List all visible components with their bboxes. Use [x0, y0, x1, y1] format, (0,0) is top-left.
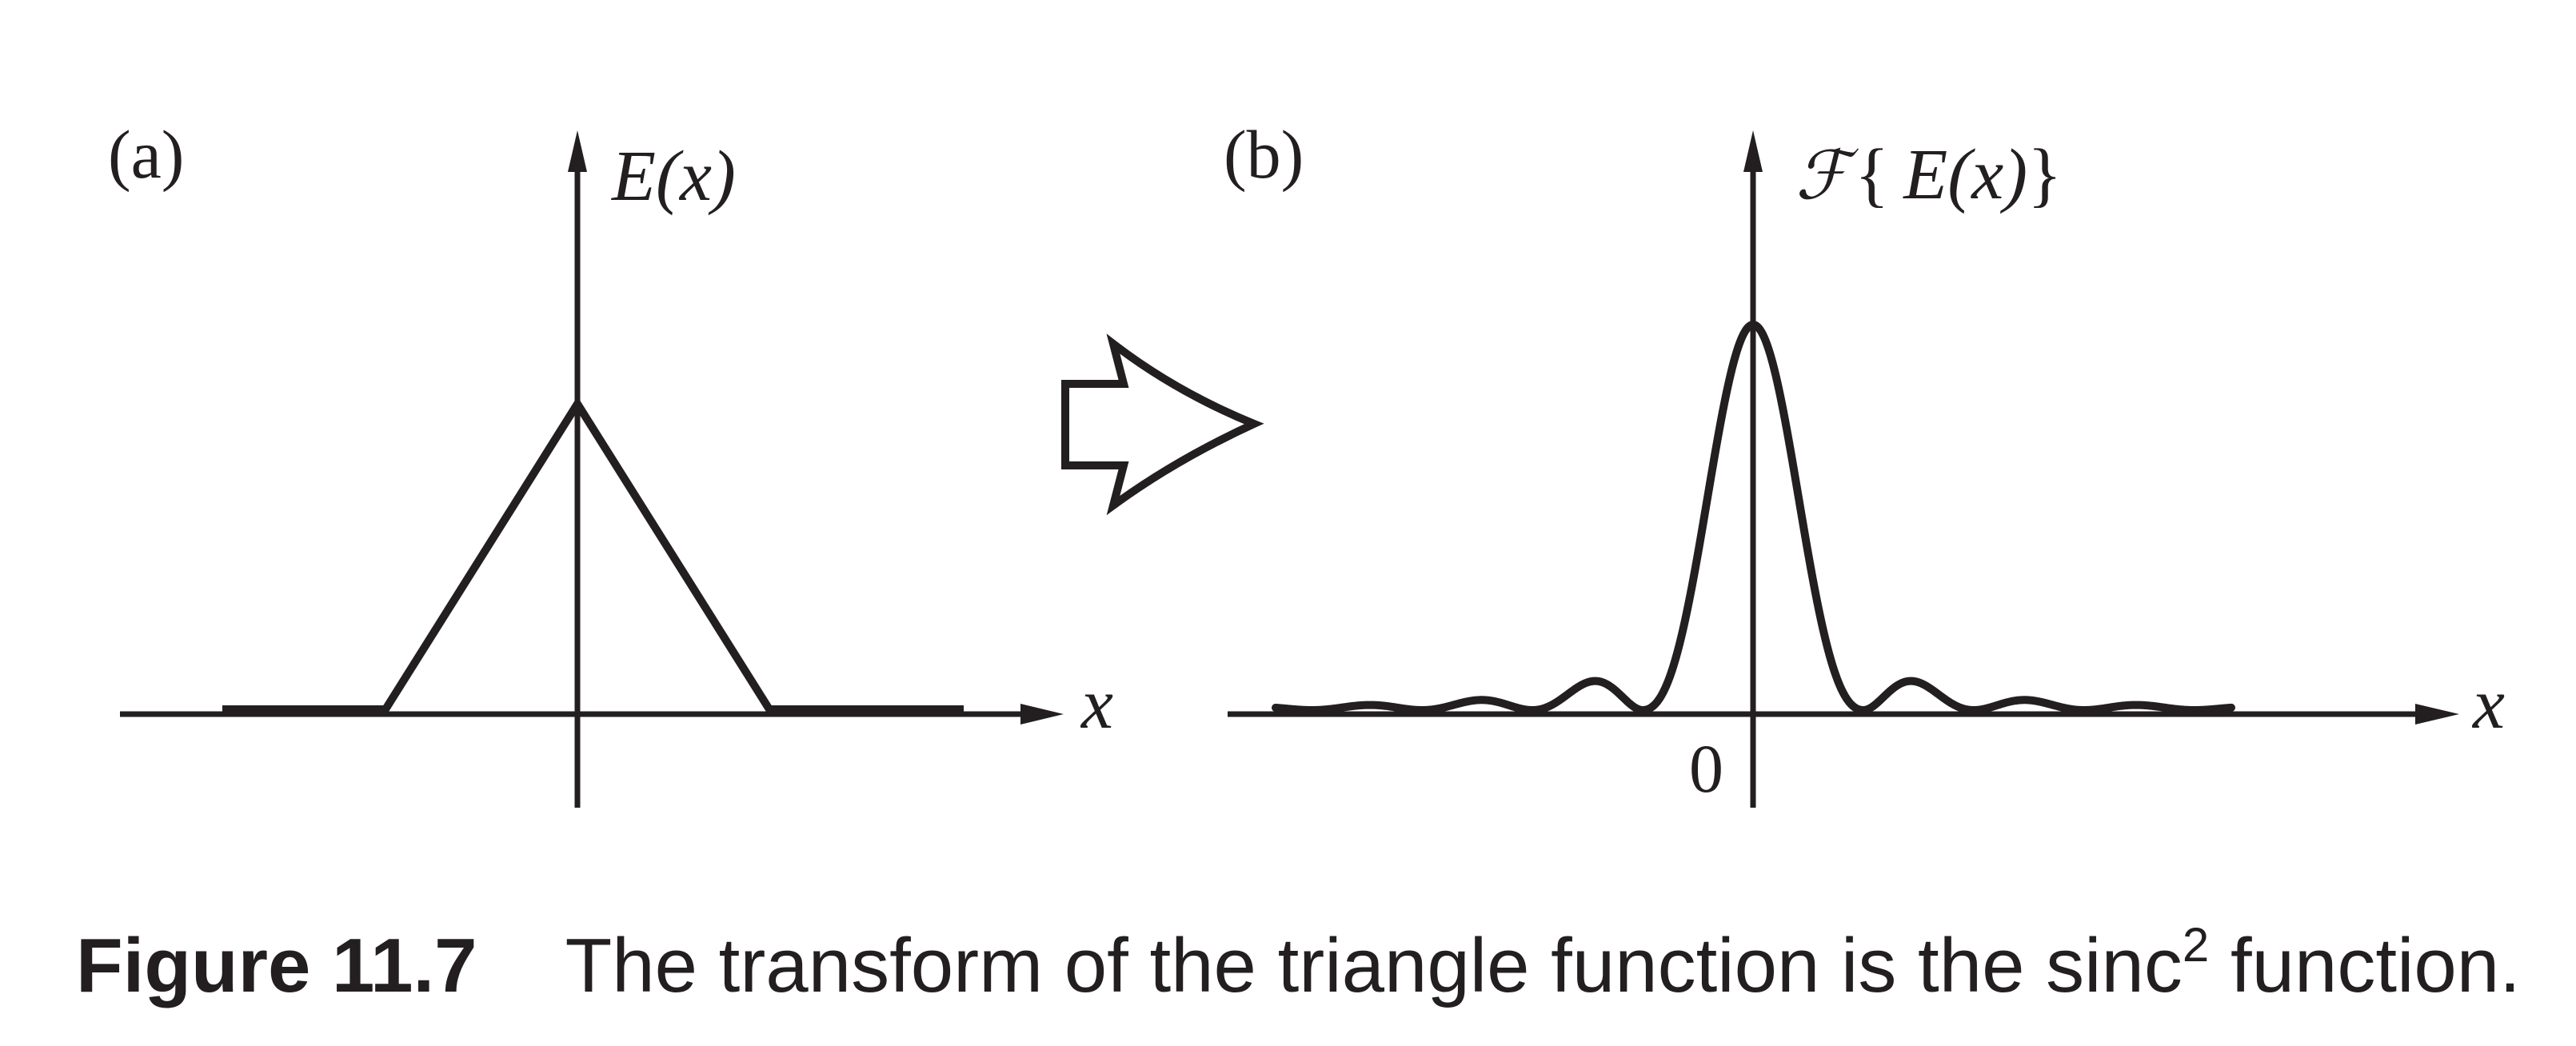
- panel-b-x-axis-label: x: [2471, 665, 2505, 744]
- panel-a-x-axis-arrowhead: [1020, 704, 1064, 725]
- panel-b-x-axis-arrowhead: [2415, 704, 2459, 725]
- panel-b-sinc-squared-curve: [1272, 321, 2235, 714]
- caption-text-end: function.: [2209, 923, 2521, 1008]
- panel-b-origin-label: 0: [1689, 730, 1723, 807]
- panel-b-y-axis-label: ℱ{E(x)}: [1795, 135, 2062, 214]
- caption-superscript: 2: [2182, 918, 2210, 972]
- panel-a-triangle-curve: [222, 396, 964, 713]
- panel-b-y-axis-arrowhead: [1743, 130, 1763, 172]
- hollow-right-arrow-icon: [1061, 333, 1264, 516]
- panel-a-label: (a): [108, 116, 184, 193]
- panel-b-label: (b): [1224, 116, 1304, 193]
- caption-text: The transform of the triangle function i…: [565, 923, 2183, 1008]
- panel-a: (a) E(x) x: [108, 116, 1113, 808]
- panel-a-y-axis-label: E(x): [610, 137, 736, 216]
- panel-a-x-axis-label: x: [1080, 665, 1113, 744]
- panel-a-y-axis-arrowhead: [568, 130, 587, 172]
- figure-number: Figure 11.7: [76, 923, 477, 1008]
- figure-caption: Figure 11.7 The transform of the triangle…: [76, 921, 2521, 1004]
- panel-b: (b) ℱ{E(x)} x 0: [1224, 116, 2505, 808]
